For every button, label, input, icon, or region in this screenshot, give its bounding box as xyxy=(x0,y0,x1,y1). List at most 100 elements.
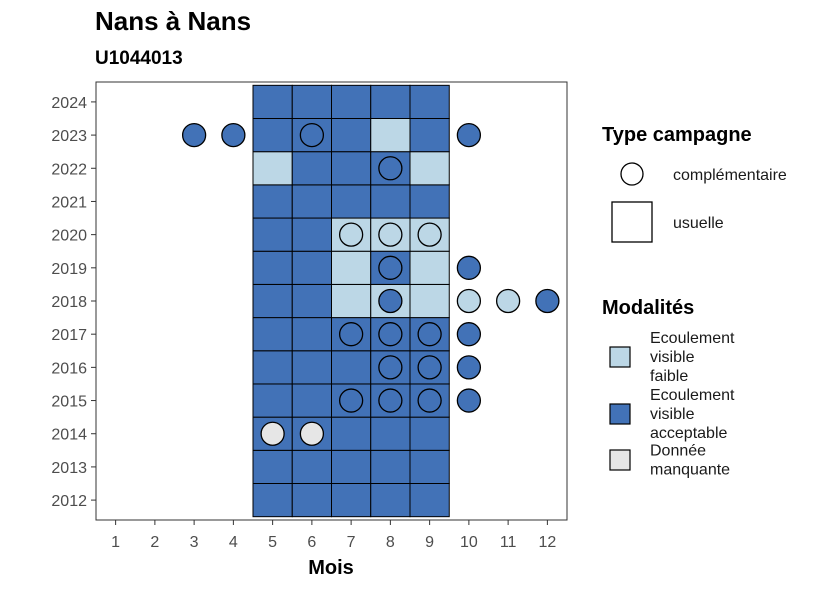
legend-label-donnee-manquante: Donnée manquante xyxy=(650,443,730,479)
y-tick-label: 2024 xyxy=(51,95,87,112)
point-2015-10 xyxy=(456,388,482,413)
legend-modalites: Modalités Ecoulement visible faibleEcouleme… xyxy=(602,297,735,479)
tile-2021-5 xyxy=(252,184,293,219)
tile-2016-5 xyxy=(252,350,293,385)
tile-2014-9 xyxy=(409,416,450,451)
tile-2024-9 xyxy=(409,84,450,120)
point-2022-8 xyxy=(378,156,403,181)
legend-key-ecoulement-visible-faible xyxy=(609,346,631,368)
point-2023-6 xyxy=(299,122,325,148)
tile-2012-5 xyxy=(252,483,293,518)
legend-title: Modalités xyxy=(602,297,694,319)
y-tick-label: 2018 xyxy=(51,294,87,311)
tile-2022-6 xyxy=(291,151,332,186)
point-2014-5 xyxy=(260,421,285,446)
x-axis-title: Mois xyxy=(308,557,354,579)
point-2017-7 xyxy=(338,322,364,347)
legend-label-ecoulement-visible-faible: Ecoulement visible faible xyxy=(650,330,735,385)
point-2016-10 xyxy=(456,355,482,380)
y-tick-label: 2016 xyxy=(51,360,87,377)
tile-2023-5 xyxy=(252,118,293,153)
point-2023-10 xyxy=(456,122,482,148)
tile-2021-6 xyxy=(291,184,332,219)
legend-label-usuelle: usuelle xyxy=(673,215,724,232)
tile-2015-5 xyxy=(252,383,293,418)
tile-2013-7 xyxy=(331,449,372,484)
point-2014-6 xyxy=(299,421,325,446)
tile-2013-5 xyxy=(252,449,293,484)
tile-2013-9 xyxy=(409,449,450,484)
point-2023-4 xyxy=(221,122,246,148)
point-layer xyxy=(181,122,560,446)
x-tick-label: 7 xyxy=(347,534,356,551)
x-tick-label: 1 xyxy=(111,534,120,551)
tile-2016-6 xyxy=(291,350,332,385)
point-2018-8 xyxy=(378,288,403,314)
tile-2018-5 xyxy=(252,283,293,319)
x-tick-label: 5 xyxy=(268,534,277,551)
tile-2024-7 xyxy=(331,84,372,120)
legend-label-ecoulement-visible-acceptable: Ecoulement visible acceptable xyxy=(650,387,735,442)
y-axis: 2012 2013 2014 2015 2016 2017 2018 2019 2020 2021… xyxy=(51,95,96,510)
tile-2017-5 xyxy=(252,317,293,352)
tile-2021-9 xyxy=(409,184,450,219)
point-2019-8 xyxy=(378,255,403,280)
y-tick-label: 2020 xyxy=(51,228,87,245)
x-axis: 1 2 3 4 5 6 7 8 9 10 11 12 xyxy=(111,520,556,551)
x-tick-label: 11 xyxy=(500,534,517,551)
tile-2013-8 xyxy=(370,449,411,484)
tile-2019-5 xyxy=(252,250,293,285)
x-tick-label: 6 xyxy=(307,534,316,551)
point-2016-9 xyxy=(417,355,442,380)
tile-2012-8 xyxy=(370,483,411,518)
tile-2022-5 xyxy=(252,151,293,186)
point-2016-8 xyxy=(378,355,403,380)
tile-2012-6 xyxy=(291,483,332,518)
legend-label-complementaire: complémentaire xyxy=(673,167,787,184)
point-2015-8 xyxy=(378,388,403,413)
tile-2013-6 xyxy=(291,449,332,484)
tile-2020-5 xyxy=(252,217,293,252)
point-2019-10 xyxy=(456,255,482,280)
tile-2024-6 xyxy=(291,84,332,120)
y-tick-label: 2012 xyxy=(51,493,87,510)
legend-key-donnee-manquante xyxy=(609,449,631,471)
tile-2023-7 xyxy=(331,118,372,153)
tile-2023-8 xyxy=(370,118,411,153)
y-tick-label: 2021 xyxy=(51,194,87,211)
tile-2022-9 xyxy=(409,151,450,186)
x-tick-label: 9 xyxy=(425,534,434,551)
tile-2017-6 xyxy=(291,317,332,352)
point-2015-9 xyxy=(417,388,442,413)
tile-2021-8 xyxy=(370,184,411,219)
tile-2018-7 xyxy=(331,283,372,319)
chart-subtitle: U1044013 xyxy=(95,48,183,69)
tile-layer xyxy=(252,84,450,518)
y-tick-label: 2013 xyxy=(51,460,87,477)
tile-2021-7 xyxy=(331,184,372,219)
tile-2012-7 xyxy=(331,483,372,518)
legend-key-square xyxy=(611,201,653,243)
point-2023-3 xyxy=(181,122,207,148)
point-2015-7 xyxy=(338,388,364,413)
tile-2020-6 xyxy=(291,217,332,252)
x-tick-label: 12 xyxy=(538,534,556,551)
tile-2014-7 xyxy=(331,416,372,451)
y-tick-label: 2017 xyxy=(51,327,87,344)
y-tick-label: 2019 xyxy=(51,261,87,278)
x-tick-label: 8 xyxy=(386,534,395,551)
legend-key-ecoulement-visible-acceptable xyxy=(609,403,631,425)
x-tick-label: 2 xyxy=(150,534,159,551)
x-tick-label: 3 xyxy=(190,534,199,551)
tile-2022-7 xyxy=(331,151,372,186)
x-tick-label: 4 xyxy=(229,534,238,551)
x-tick-label: 10 xyxy=(460,534,478,551)
point-2020-7 xyxy=(338,222,364,247)
point-2017-10 xyxy=(456,322,482,347)
tile-2015-6 xyxy=(291,383,332,418)
y-tick-label: 2014 xyxy=(51,427,87,444)
tile-2016-7 xyxy=(331,350,372,385)
tile-2024-8 xyxy=(370,84,411,120)
point-2018-10 xyxy=(456,288,482,314)
legend-title: Type campagne xyxy=(602,124,752,146)
